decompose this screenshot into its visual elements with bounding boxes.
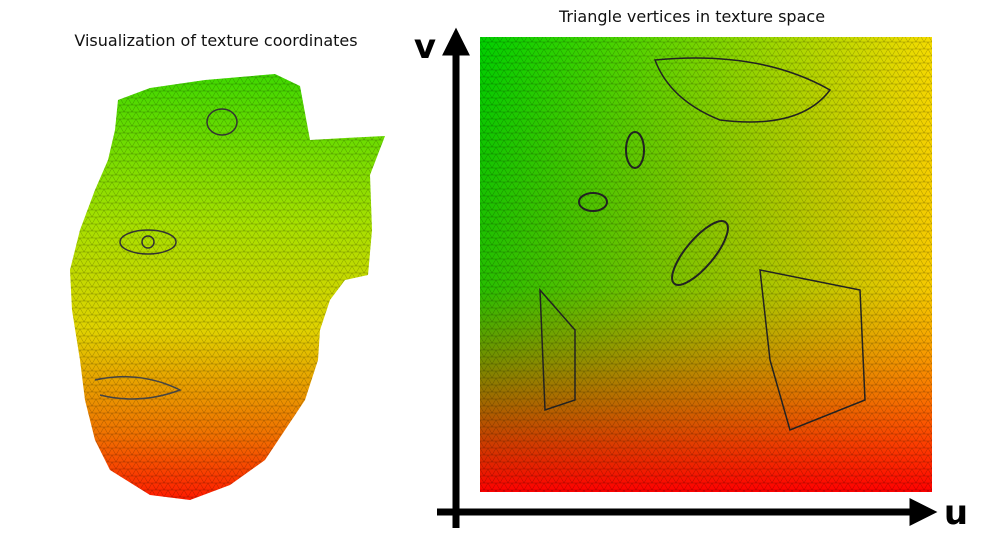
uv-island: [539, 287, 576, 412]
face-mesh: [70, 74, 385, 500]
uv-island: [578, 192, 608, 212]
axes: v u: [414, 27, 968, 533]
v-axis-label: v: [414, 27, 436, 67]
texture-mesh: [480, 37, 932, 492]
u-axis-label: u: [944, 493, 968, 533]
uv-island: [625, 131, 645, 169]
uv-island: [759, 269, 866, 432]
face-model: [70, 74, 385, 500]
uv-island: [653, 57, 832, 123]
left-title: Visualization of texture coordinates: [74, 31, 357, 50]
uv-island: [671, 220, 729, 286]
face-mouth: [94, 375, 182, 400]
texture-space: [480, 37, 932, 492]
face-pupil: [141, 235, 155, 249]
face-forehead-eye: [206, 108, 238, 136]
right-title: Triangle vertices in texture space: [558, 7, 825, 26]
face-eye: [119, 229, 177, 255]
